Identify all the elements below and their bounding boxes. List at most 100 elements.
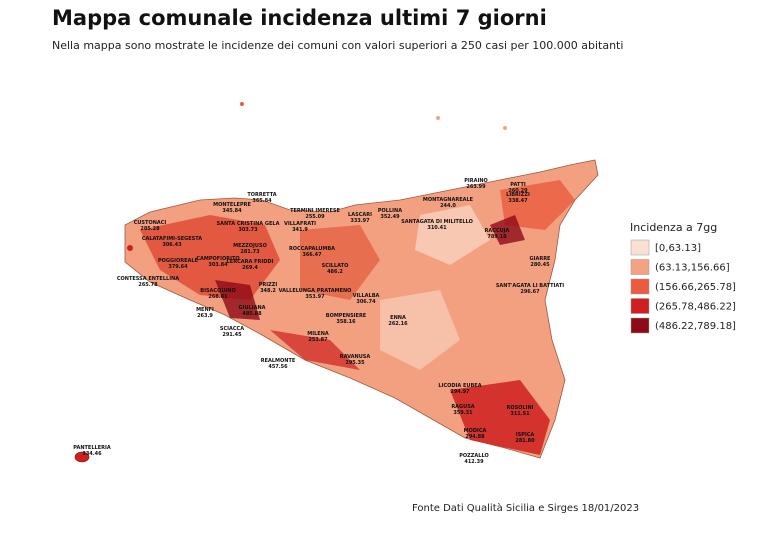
- legend-swatch: [630, 278, 650, 295]
- town-value: 253.87: [308, 337, 328, 343]
- town-name: VILLAFRATI: [284, 221, 316, 227]
- legend-swatch: [630, 298, 650, 314]
- town-value: 359.31: [453, 410, 473, 416]
- legend-label: (486.22,789.18]: [655, 321, 736, 332]
- legend-title: Incidenza a 7gg: [630, 221, 717, 234]
- town-value: 366.47: [302, 252, 322, 258]
- town-name: SCIACCA: [220, 326, 244, 332]
- town-name: POZZALLO: [459, 453, 488, 459]
- town-name: PRIZZI: [259, 282, 278, 288]
- town-value: 379.64: [168, 264, 188, 270]
- town-value: 263.9: [197, 313, 213, 319]
- town-name: SCILLATO: [322, 263, 349, 269]
- town-name: MONTELEPRE: [213, 202, 251, 208]
- town-value: 341.9: [292, 227, 308, 233]
- legend-label: (265.78,486.22]: [655, 302, 736, 313]
- town-name: CAMPOFIORITO: [196, 256, 239, 262]
- town-name: MILENA: [307, 331, 329, 337]
- town-value: 263.99: [466, 184, 486, 190]
- town-value: 262.16: [388, 321, 408, 327]
- town-name: VALLELUNGA PRATAMENO: [279, 288, 352, 294]
- town-value: 306.74: [356, 299, 376, 305]
- town-value: 303.84: [208, 262, 228, 268]
- town-name: BOMPENSIERE: [326, 313, 367, 319]
- town-value: 260.29: [508, 188, 528, 194]
- town-name: PANTELLERIA: [73, 445, 111, 451]
- town-value: 294.97: [450, 389, 470, 395]
- source: Fonte Dati Qualità Sicilia e Sirges 18/0…: [412, 503, 640, 514]
- town-name: MENFI: [196, 307, 214, 313]
- town-value: 334.46: [82, 451, 102, 457]
- town-value: 255.09: [305, 214, 325, 220]
- town-value: 291.45: [222, 332, 242, 338]
- legend-swatch: [630, 317, 650, 334]
- town-value: 352.49: [380, 214, 400, 220]
- town-name: LICODIA EUBEA: [438, 383, 481, 389]
- town-value: 485.88: [242, 311, 262, 317]
- town-value: 457.56: [268, 364, 288, 370]
- town-value: 306.43: [162, 242, 182, 248]
- town-name: CUSTONACI: [134, 220, 167, 226]
- town-name: CONTESSA ENTELLINA: [117, 276, 179, 282]
- town-value: 265.78: [138, 282, 158, 288]
- town-name: GIULIANA: [239, 305, 266, 311]
- town-value: 789.18: [487, 234, 507, 240]
- town-name: LERCARA FRIDDI: [227, 259, 274, 265]
- town-value: 295.35: [345, 360, 365, 366]
- town-value: 303.73: [238, 227, 258, 233]
- town-value: 486.2: [327, 269, 343, 275]
- town-name: CALATAFIMI-SEGESTA: [142, 236, 202, 242]
- town-name: RAGUSA: [451, 404, 474, 410]
- town-value: 281.73: [240, 249, 260, 255]
- town-name: TORRETTA: [247, 192, 276, 198]
- town-labels: TORRETTA365.84MONTELEPRE345.84CUSTONACI2…: [73, 178, 564, 465]
- town-name: POGGIOREALE: [158, 258, 199, 264]
- town-name: MEZZOJUSO: [233, 243, 267, 249]
- town-value: 269.4: [242, 265, 258, 271]
- legend-label: (63.13,156.66]: [655, 263, 730, 274]
- town-name: REALMONTE: [261, 358, 296, 364]
- town-name: POLLINA: [378, 208, 402, 214]
- town-name: BISACQUINO: [200, 288, 235, 294]
- title: Mappa comunale incidenza ultimi 7 giorni: [52, 6, 547, 30]
- town-value: 296.67: [520, 289, 540, 295]
- legend-swatch: [630, 239, 650, 256]
- legend-label: (156.66,265.78]: [655, 282, 736, 293]
- town-name: PIRAINO: [464, 178, 488, 184]
- town-name: LASCARI: [348, 212, 372, 218]
- town-name: GIARRE: [530, 256, 552, 262]
- town-value: 345.84: [222, 208, 242, 214]
- town-name: MODICA: [464, 428, 487, 434]
- town-name: ROSOLINI: [506, 405, 533, 411]
- town-name: SANT'AGATA LI BATTIATI: [496, 283, 564, 289]
- town-name: VILLALBA: [353, 293, 380, 299]
- town-value: 348.2: [260, 288, 276, 294]
- town-value: 285.28: [140, 226, 160, 232]
- town-value: 412.39: [464, 459, 484, 465]
- town-value: 310.41: [427, 225, 447, 231]
- town-name: PATTI: [510, 182, 526, 188]
- town-value: 294.88: [465, 434, 485, 440]
- town-value: 281.80: [515, 438, 535, 444]
- town-name: ENNA: [390, 315, 406, 321]
- town-name: SANTAGATA DI MILITELLO: [401, 219, 473, 225]
- town-value: 268.81: [208, 294, 228, 300]
- town-name: MONTAGNAREALE: [423, 197, 474, 203]
- town-name: ISPICA: [516, 432, 535, 438]
- town-value: 280.45: [530, 262, 550, 268]
- town-name: RAVANUSA: [340, 354, 371, 360]
- legend-label: [0,63.13]: [655, 243, 701, 254]
- town-name: TERMINI IMERESE: [290, 208, 340, 214]
- town-value: 365.84: [252, 198, 272, 204]
- sicily-map: [74, 102, 599, 463]
- town-name: RACCUJA: [485, 228, 510, 234]
- town-value: 244.0: [440, 203, 456, 209]
- subtitle: Nella mappa sono mostrate le incidenze d…: [52, 39, 624, 52]
- town-value: 358.16: [336, 319, 356, 325]
- town-name: SANTA CRISTINA GELA: [217, 221, 280, 227]
- town-value: 333.97: [350, 218, 370, 224]
- town-value: 311.51: [510, 411, 530, 417]
- town-value: 338.47: [508, 198, 528, 204]
